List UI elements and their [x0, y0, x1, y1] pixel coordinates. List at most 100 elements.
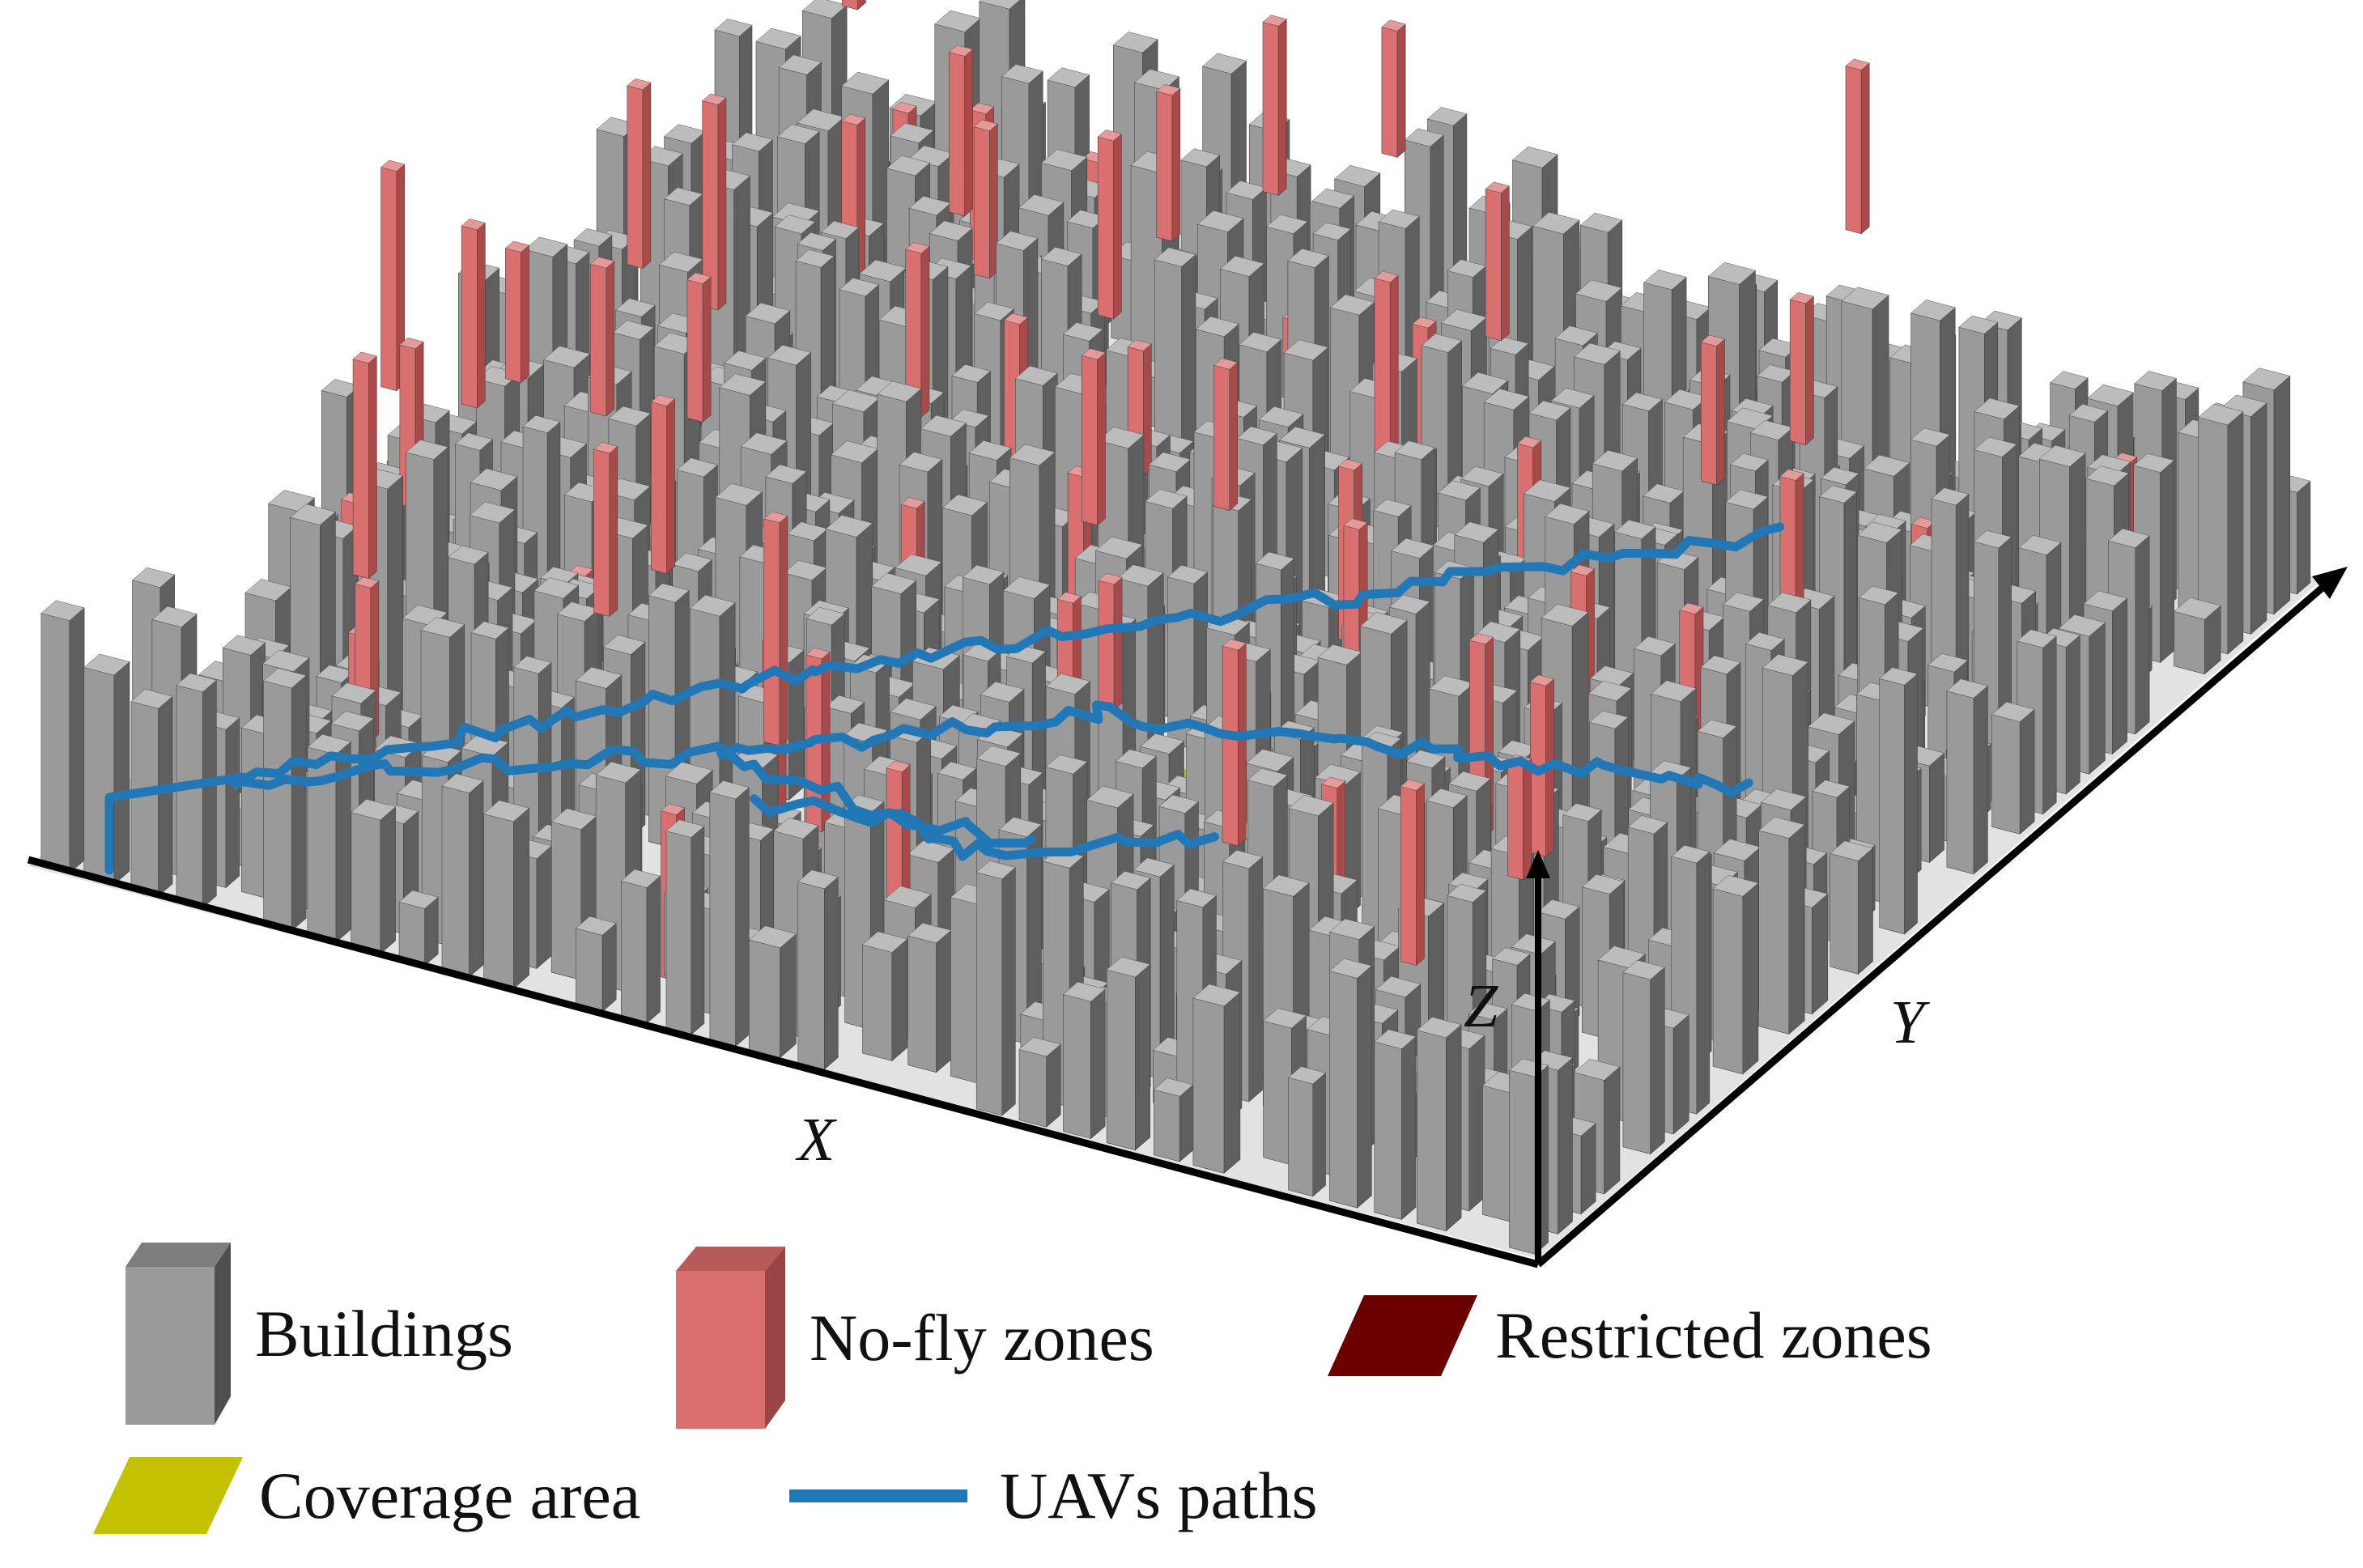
block-face-top [1156, 83, 1181, 96]
block-face-top [576, 666, 623, 689]
building [176, 673, 217, 908]
block-face-front [862, 944, 893, 1061]
block-face-front [1156, 91, 1173, 242]
block-face-top [1167, 564, 1209, 584]
block-face-top [1226, 181, 1267, 200]
block-face-top [841, 71, 890, 95]
no-fly-zone [627, 78, 652, 270]
block-face-side [717, 97, 727, 311]
block-face-top [797, 108, 845, 131]
building [2197, 403, 2244, 655]
block-face-side [609, 445, 618, 618]
block-face-top [832, 389, 881, 412]
block-face-side [646, 875, 661, 1024]
block-face-side [1416, 783, 1425, 967]
block-face-top [1483, 389, 1530, 410]
block-face-side [1812, 893, 1829, 1015]
block-face-side [1223, 992, 1241, 1174]
block-face-top [702, 93, 727, 105]
block-face-top [1018, 194, 1065, 216]
block-face-top [2133, 453, 2175, 473]
block-face-top [648, 583, 690, 603]
block-face-top [1040, 149, 1088, 171]
block-face-top [1127, 339, 1152, 351]
block-face-top [1958, 315, 1999, 334]
block-face-front [1946, 691, 1974, 875]
block-face-side [1696, 851, 1711, 1115]
block-face-top [1931, 487, 1970, 506]
block-face-top [1845, 58, 1870, 70]
block-face-top [1312, 222, 1352, 240]
block-face-top [2197, 403, 2244, 426]
block-face-top [715, 483, 763, 506]
block-face-side [368, 355, 377, 580]
block-face-top [1820, 466, 1859, 486]
block-face-top [222, 635, 266, 656]
block-face-top [1621, 392, 1663, 411]
uav-paths-swatch-icon [789, 1489, 967, 1502]
block-face-front [352, 359, 369, 579]
building [351, 799, 397, 954]
block-face-top [1148, 452, 1192, 472]
block-face-top [1550, 388, 1595, 409]
building [130, 689, 173, 897]
block-face-top [974, 301, 1014, 321]
block-face-top [351, 799, 397, 821]
no-fly-zone [590, 257, 615, 417]
block-face-front [351, 812, 381, 954]
block-face-top [556, 601, 600, 622]
block-face-front [1417, 1030, 1447, 1231]
block-face-top [934, 10, 981, 32]
block-face-top [2085, 465, 2130, 487]
block-face-top [130, 689, 173, 709]
block-face-top [533, 577, 580, 599]
block-face-top [331, 682, 376, 704]
block-face-side [1097, 351, 1106, 526]
block-face-front [1830, 852, 1859, 975]
block-face-top [151, 606, 198, 628]
block-face-top [1001, 64, 1043, 84]
block-face-front [441, 785, 470, 978]
block-face-top [2174, 597, 2221, 620]
block-face-top [1516, 436, 1542, 448]
block-face-top [448, 545, 489, 565]
block-face-side [1401, 1035, 1417, 1221]
block-face-top [973, 119, 998, 131]
block-face-top [905, 242, 930, 254]
block-face-top [470, 468, 518, 491]
block-face-side [225, 717, 240, 889]
block-face-top [1575, 279, 1623, 302]
block-face-top [1374, 270, 1399, 283]
block-face-top [455, 432, 494, 451]
block-face-front [130, 701, 159, 897]
block-face-top [1112, 32, 1158, 53]
block-face-top [1523, 479, 1571, 502]
block-face-side [1181, 253, 1196, 461]
block-face-side [1580, 1122, 1596, 1215]
building [307, 733, 351, 943]
block-face-side [964, 49, 973, 217]
block-face-front [1213, 364, 1230, 511]
no-fly-zone [1262, 15, 1287, 197]
block-face-top [1311, 188, 1355, 209]
block-face-front [1845, 66, 1862, 235]
building [1508, 1058, 1549, 1255]
block-face-side [380, 806, 396, 954]
building [1416, 1017, 1462, 1232]
block-face-top [1426, 107, 1468, 126]
building [441, 773, 484, 978]
block-face-top [1381, 19, 1406, 32]
block-face-side [1312, 1072, 1326, 1197]
block-face-top [1239, 332, 1282, 352]
block-face-side [1001, 866, 1016, 1116]
block-face-top [1195, 316, 1239, 338]
block-face-top [1454, 521, 1499, 543]
block-face-side [2065, 635, 2080, 795]
buildings-and-nofly-layer [40, 0, 2311, 1255]
block-face-top [1334, 165, 1381, 187]
block-face-front [483, 814, 514, 989]
no-fly-zone [1081, 348, 1107, 526]
block-face-front [1789, 299, 1806, 445]
block-face-top [1202, 53, 1247, 74]
